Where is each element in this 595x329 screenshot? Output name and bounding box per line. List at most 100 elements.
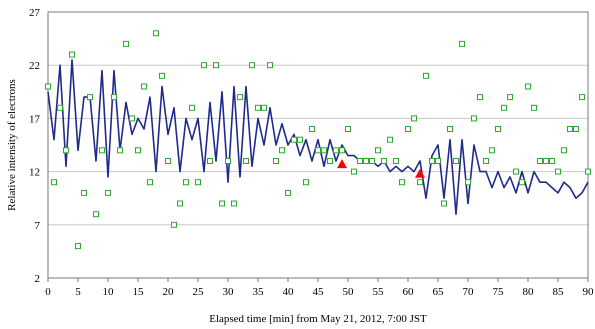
- triangle-marker: [415, 168, 425, 178]
- data-point: [51, 179, 57, 186]
- data-point: [537, 158, 543, 164]
- data-point: [351, 168, 357, 175]
- data-point: [231, 200, 237, 207]
- data-point: [297, 136, 303, 143]
- data-point: [453, 158, 459, 164]
- data-point: [153, 30, 159, 37]
- x-tick-label: 35: [253, 286, 265, 298]
- data-point: [99, 147, 105, 154]
- data-point: [471, 115, 477, 122]
- data-point: [375, 147, 381, 154]
- y-tick-label: 22: [29, 60, 40, 72]
- series-points-group: [45, 30, 591, 250]
- data-point: [579, 94, 585, 101]
- data-point: [291, 136, 297, 143]
- x-tick-labels: 0 5 10 15 20 25 30 35 40 45 50 55 60 65 70 75 80 85 90: [45, 278, 594, 298]
- data-point: [87, 94, 93, 101]
- x-tick-label: 80: [523, 286, 535, 298]
- x-tick-label: 90: [583, 286, 595, 298]
- y-tick-label: 17: [29, 113, 41, 125]
- data-point: [555, 168, 561, 175]
- data-point: [45, 83, 51, 90]
- data-point: [177, 200, 183, 207]
- x-tick-label: 75: [493, 286, 505, 298]
- data-point: [81, 189, 87, 196]
- data-point: [567, 126, 573, 132]
- data-point: [495, 126, 501, 132]
- data-point: [141, 83, 147, 90]
- y-tick-label: 2: [35, 273, 41, 285]
- data-point: [417, 179, 423, 186]
- data-point: [315, 147, 321, 154]
- data-point: [189, 104, 195, 111]
- data-point: [57, 104, 63, 111]
- x-tick-label: 30: [223, 286, 235, 298]
- data-point: [129, 115, 135, 122]
- x-tick-label: 15: [133, 286, 145, 298]
- data-point: [501, 104, 507, 111]
- data-point: [261, 104, 267, 111]
- data-point: [561, 147, 567, 154]
- grid-lines: [48, 11, 588, 279]
- data-point: [105, 189, 111, 196]
- data-point: [135, 147, 141, 154]
- data-point: [75, 243, 81, 250]
- data-point: [339, 147, 345, 154]
- x-tick-label: 65: [433, 286, 445, 298]
- x-tick-label: 5: [75, 286, 81, 298]
- data-point: [117, 147, 123, 154]
- series-line: [47, 59, 589, 215]
- data-point: [507, 94, 513, 101]
- data-point: [549, 158, 555, 164]
- x-axis-title: Elapsed time [min] from May 21, 2012, 7:…: [209, 313, 427, 325]
- data-point: [237, 94, 243, 101]
- data-point: [249, 62, 255, 69]
- data-point: [513, 168, 519, 175]
- data-point: [405, 126, 411, 132]
- data-point: [573, 126, 579, 132]
- plot-area-frame: [47, 11, 589, 279]
- y-axis-title: Relative intensity of electrons: [6, 79, 18, 211]
- data-point: [465, 179, 471, 186]
- data-point: [63, 147, 69, 154]
- x-tick-label: 55: [373, 286, 385, 298]
- data-point: [327, 158, 333, 164]
- y-tick-label: 7: [35, 220, 41, 232]
- data-point: [183, 179, 189, 186]
- data-point: [387, 136, 393, 143]
- data-point: [531, 104, 537, 111]
- x-tick-label: 50: [343, 286, 355, 298]
- x-tick-label: 20: [163, 286, 175, 298]
- x-tick-label: 70: [463, 286, 475, 298]
- data-point: [369, 158, 375, 164]
- data-point: [243, 158, 249, 164]
- data-point: [483, 158, 489, 164]
- data-point: [309, 126, 315, 132]
- x-tick-label: 25: [193, 286, 205, 298]
- data-point: [363, 158, 369, 164]
- data-point: [525, 83, 531, 90]
- data-point: [519, 179, 525, 186]
- data-point: [477, 94, 483, 101]
- x-tick-label: 0: [45, 286, 51, 298]
- data-point: [273, 158, 279, 164]
- data-point: [585, 168, 591, 175]
- data-point: [381, 158, 387, 164]
- data-point: [93, 211, 99, 218]
- data-point: [303, 179, 309, 186]
- data-point: [357, 158, 363, 164]
- x-tick-label: 45: [313, 286, 325, 298]
- data-point: [213, 62, 219, 69]
- data-point: [411, 115, 417, 122]
- data-point: [345, 126, 351, 132]
- data-point: [333, 147, 339, 154]
- x-tick-label: 40: [283, 286, 295, 298]
- data-point: [435, 158, 441, 164]
- x-tick-label: 60: [403, 286, 415, 298]
- data-point: [69, 51, 75, 58]
- data-point: [171, 221, 177, 228]
- series-line-group: [47, 59, 589, 215]
- data-point: [447, 126, 453, 132]
